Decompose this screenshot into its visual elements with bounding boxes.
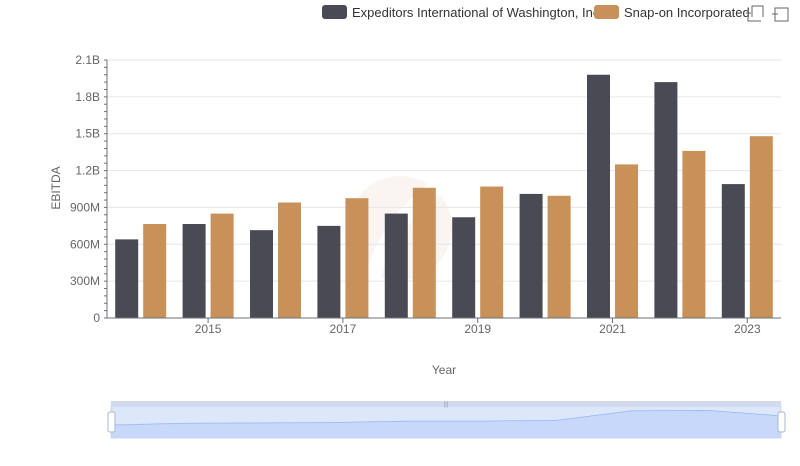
bar-expeditors-2020[interactable]	[519, 193, 543, 318]
bar-snapon-2020[interactable]	[547, 195, 571, 318]
bar-snapon-2017[interactable]	[345, 198, 369, 318]
bar-expeditors-2014[interactable]	[115, 239, 139, 318]
restore-icon[interactable]	[772, 7, 789, 22]
bar-snapon-2021[interactable]	[615, 164, 638, 318]
data-zoom-handle-right[interactable]	[777, 411, 786, 433]
bar-expeditors-2017[interactable]	[317, 225, 341, 318]
bar-snapon-2018[interactable]	[412, 187, 436, 318]
legend-item-snapon[interactable]: Snap-on Incorporated	[594, 5, 750, 20]
bar-snapon-2023[interactable]	[749, 136, 773, 318]
y-axis: 0 300M 600M 900M 1.2B 1.5B 1.8B 2.1B	[70, 53, 108, 325]
x-tick-label: 2019	[464, 322, 491, 336]
x-tick-label: 2015	[195, 322, 222, 336]
bar-snapon-2016[interactable]	[278, 202, 301, 318]
x-axis-title: Year	[432, 363, 456, 377]
legend-swatch-snapon	[594, 5, 619, 19]
x-axis: 2015 2017 2019 2021 2023	[107, 317, 781, 336]
y-tick-label: 1.5B	[75, 127, 100, 141]
x-tick-label: 2023	[734, 322, 761, 336]
y-tick-label: 300M	[70, 274, 100, 288]
bar-snapon-2015[interactable]	[210, 213, 234, 318]
zoom-select-icon[interactable]	[746, 5, 764, 22]
data-zoom-move-handle[interactable]: |||	[444, 402, 449, 408]
y-tick-label: 900M	[70, 200, 100, 214]
data-zoom-handle-left[interactable]	[107, 411, 116, 433]
bar-expeditors-2016[interactable]	[250, 230, 273, 318]
bar-snapon-2019[interactable]	[480, 186, 504, 318]
bars	[115, 74, 773, 318]
data-zoom-selected-range[interactable]	[111, 406, 781, 438]
legend-item-expeditors[interactable]: Expeditors International of Washington, …	[322, 5, 603, 20]
legend-label-snapon: Snap-on Incorporated	[624, 5, 750, 20]
bar-expeditors-2022[interactable]	[654, 82, 678, 318]
bar-expeditors-2018[interactable]	[384, 213, 408, 318]
legend-swatch-expeditors	[322, 5, 347, 19]
bar-expeditors-2023[interactable]	[721, 184, 745, 318]
y-tick-label: 1.8B	[75, 90, 100, 104]
bar-expeditors-2021[interactable]	[587, 74, 610, 318]
bar-expeditors-2019[interactable]	[452, 217, 476, 318]
bar-snapon-2014[interactable]	[143, 224, 167, 318]
y-tick-label: 2.1B	[75, 53, 100, 67]
x-tick-label: 2017	[330, 322, 357, 336]
bar-expeditors-2015[interactable]	[182, 224, 206, 318]
y-tick-label: 600M	[70, 237, 100, 251]
y-axis-title: EBITDA	[49, 166, 63, 209]
data-zoom-slider[interactable]: |||	[107, 401, 786, 439]
legend-label-expeditors: Expeditors International of Washington, …	[352, 5, 603, 20]
legend: Expeditors International of Washington, …	[322, 5, 750, 20]
y-tick-label: 0	[93, 311, 100, 325]
data-zoom-top-bar[interactable]	[111, 401, 781, 407]
y-tick-label: 1.2B	[75, 164, 100, 178]
x-tick-label: 2021	[599, 322, 626, 336]
data-zoom-preview-area	[111, 410, 781, 438]
bar-snapon-2022[interactable]	[682, 150, 706, 318]
